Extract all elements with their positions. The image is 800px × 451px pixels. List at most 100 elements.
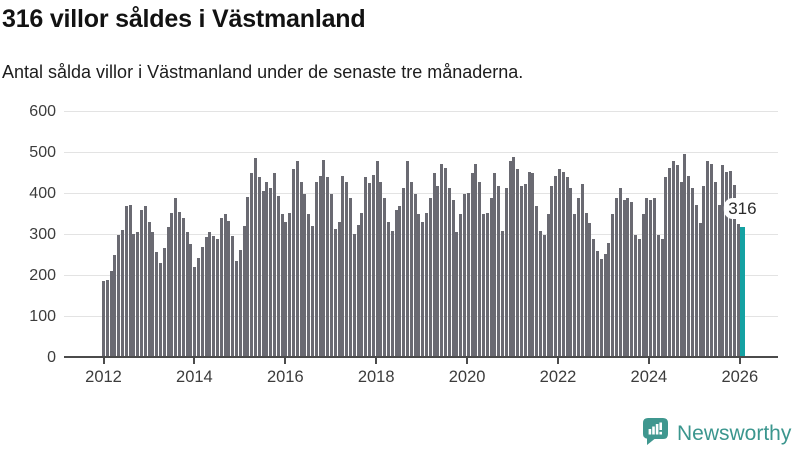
bar[interactable] [402, 188, 406, 357]
bar[interactable] [736, 223, 740, 358]
bar[interactable] [679, 181, 683, 357]
bar[interactable] [102, 281, 105, 357]
bar[interactable] [109, 270, 113, 357]
bar[interactable] [482, 214, 485, 357]
bar[interactable] [455, 231, 459, 357]
bar[interactable] [170, 212, 174, 357]
bar[interactable] [520, 185, 523, 357]
bar[interactable] [611, 214, 615, 357]
bar[interactable] [413, 193, 417, 357]
bar[interactable] [702, 185, 706, 357]
bar[interactable] [687, 175, 691, 357]
bar[interactable] [174, 197, 178, 357]
bar[interactable] [569, 188, 573, 357]
bar[interactable] [265, 181, 269, 357]
bar[interactable] [273, 173, 276, 357]
bar[interactable] [428, 197, 432, 357]
bar[interactable] [653, 197, 656, 357]
bar[interactable] [675, 165, 679, 357]
bar[interactable] [208, 231, 212, 357]
bar[interactable] [732, 184, 736, 357]
bar[interactable] [390, 230, 394, 357]
bar[interactable] [717, 204, 721, 357]
bar[interactable] [470, 173, 474, 357]
bar[interactable] [307, 213, 311, 357]
bar[interactable] [223, 213, 227, 357]
bar[interactable] [159, 262, 162, 357]
bar[interactable] [136, 231, 140, 357]
bar[interactable] [132, 234, 136, 357]
bar[interactable] [227, 220, 231, 357]
bar[interactable] [603, 253, 607, 357]
bar[interactable] [356, 225, 360, 357]
bar[interactable] [444, 167, 447, 357]
bar[interactable] [288, 212, 292, 357]
bar[interactable] [508, 161, 512, 357]
bar[interactable] [303, 193, 307, 357]
bar[interactable] [117, 234, 121, 357]
bar[interactable] [683, 154, 687, 357]
bar[interactable] [341, 175, 345, 357]
bar[interactable] [668, 167, 672, 357]
bar[interactable] [197, 257, 200, 357]
bar[interactable] [181, 218, 185, 357]
bar[interactable] [626, 197, 630, 357]
bar[interactable] [314, 181, 318, 357]
bar[interactable] [292, 169, 295, 357]
bar[interactable] [615, 197, 618, 357]
bar[interactable] [364, 177, 368, 357]
bar[interactable] [565, 177, 569, 357]
bar[interactable] [459, 214, 463, 357]
bar[interactable] [535, 206, 539, 357]
bar[interactable] [295, 161, 299, 357]
bar[interactable] [527, 171, 531, 357]
bar[interactable] [542, 234, 546, 357]
bar[interactable] [326, 177, 330, 357]
bar[interactable] [178, 211, 181, 357]
bar[interactable] [345, 181, 349, 357]
bar[interactable] [421, 221, 425, 357]
bar[interactable] [622, 200, 626, 357]
bar[interactable] [143, 206, 147, 357]
bar[interactable] [729, 170, 732, 357]
bar[interactable] [185, 231, 189, 357]
bar[interactable] [368, 182, 371, 358]
bar[interactable] [588, 222, 592, 357]
newsworthy-brand[interactable]: Newsworthy [641, 416, 791, 451]
bar[interactable] [212, 236, 216, 357]
bar[interactable] [250, 173, 254, 357]
bar[interactable] [124, 206, 128, 357]
bar[interactable] [660, 238, 664, 357]
bar[interactable] [713, 181, 717, 357]
bar[interactable] [637, 238, 641, 357]
bar[interactable] [128, 204, 132, 357]
bar[interactable] [664, 177, 668, 357]
bar[interactable] [193, 266, 197, 357]
bar[interactable] [558, 169, 561, 357]
bar[interactable] [231, 235, 235, 357]
bar[interactable] [162, 248, 166, 357]
bar[interactable] [379, 181, 383, 357]
bar[interactable] [436, 185, 440, 357]
bar[interactable] [322, 160, 326, 357]
bar[interactable] [710, 163, 713, 357]
bar[interactable] [216, 238, 219, 357]
bar[interactable] [691, 188, 694, 357]
bar[interactable] [113, 254, 117, 357]
bar[interactable] [504, 188, 508, 357]
bar[interactable] [573, 214, 577, 357]
bar[interactable] [242, 225, 246, 357]
bar[interactable] [463, 193, 466, 357]
bar[interactable] [607, 243, 611, 357]
bar[interactable] [432, 173, 436, 357]
bar[interactable] [672, 161, 675, 357]
bar[interactable] [645, 197, 649, 357]
bar[interactable] [318, 175, 322, 357]
bar[interactable] [383, 197, 387, 357]
bar[interactable] [489, 197, 493, 357]
bar[interactable] [394, 210, 398, 357]
bar[interactable] [219, 218, 223, 357]
bar[interactable] [155, 252, 159, 357]
bar[interactable] [280, 214, 284, 357]
bar[interactable] [554, 175, 558, 357]
